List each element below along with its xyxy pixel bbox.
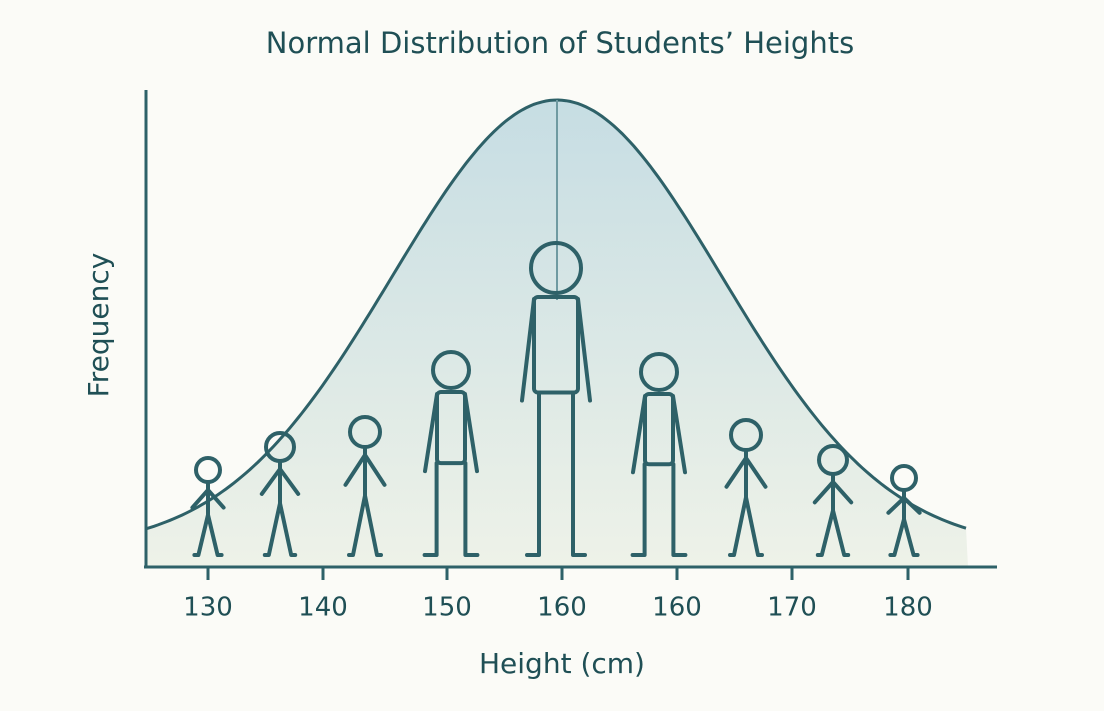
x-tick-label: 150	[422, 593, 472, 623]
figure-arms	[886, 496, 922, 515]
stick-figures	[190, 241, 922, 557]
figure-legs	[525, 390, 587, 557]
figure-head	[639, 352, 679, 392]
x-axis-label: Height (cm)	[479, 647, 645, 680]
figure-legs	[192, 512, 224, 557]
chart-title: Normal Distribution of Students’ Heights	[266, 26, 854, 60]
figure-torso	[532, 295, 580, 395]
x-tick-label: 160	[652, 593, 702, 623]
figure-torso	[643, 392, 675, 467]
x-tick-label: 160	[537, 593, 587, 623]
stick-figure	[520, 241, 592, 557]
figure-legs	[728, 495, 764, 557]
figure-arms	[190, 488, 226, 510]
stick-figure	[259, 431, 301, 557]
x-tick-label: 140	[298, 593, 348, 623]
figure-torso	[435, 390, 467, 466]
figure-head	[529, 241, 583, 295]
figure-legs	[630, 462, 688, 557]
figure-arms	[724, 456, 768, 489]
stick-figure	[630, 352, 688, 557]
figure-legs	[262, 501, 298, 557]
stick-figure	[886, 464, 922, 557]
curve-fill	[146, 100, 968, 567]
x-tick-label: 180	[883, 593, 933, 623]
figure-arms	[259, 467, 301, 496]
figure-legs	[347, 493, 383, 557]
x-tick-label: 130	[183, 593, 233, 623]
figure-arms	[812, 480, 854, 505]
stick-figure	[724, 418, 768, 557]
figure-arms	[631, 394, 687, 475]
stick-figure	[812, 444, 854, 557]
stick-figure	[422, 350, 480, 557]
x-tick-label: 170	[767, 593, 817, 623]
figure-legs	[888, 517, 920, 557]
figure-arms	[520, 297, 592, 403]
figure-head	[431, 350, 471, 390]
figure-legs	[422, 461, 480, 557]
figure-arms	[423, 392, 479, 474]
figure-legs	[815, 508, 851, 557]
figure-arms	[343, 453, 387, 487]
stick-figure	[343, 415, 387, 557]
stick-figure	[190, 456, 226, 557]
y-axis-label: Frequency	[82, 253, 115, 398]
